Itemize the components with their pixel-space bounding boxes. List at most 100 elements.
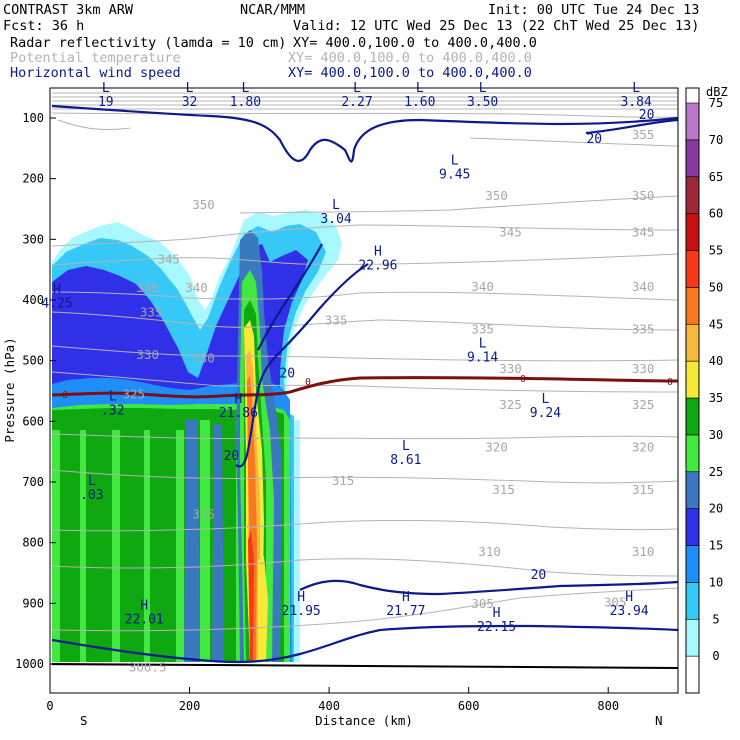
wind-extremum-value: 22.96	[358, 259, 397, 274]
colorbar-frame	[685, 87, 700, 694]
direction-south: S	[80, 713, 88, 728]
x-axis: 0 200 400 600 800	[46, 687, 619, 713]
zero-degree-label-end: 0	[667, 377, 673, 388]
wind-extremum-mark: H	[625, 590, 633, 605]
theta-label: 325	[499, 397, 522, 412]
wind-extremum-mark: H	[374, 245, 382, 260]
theta-label: 345	[157, 252, 180, 267]
colorbar-level-label: 15	[709, 539, 723, 553]
colorbar-level-label: 40	[709, 354, 723, 368]
x-tick-label: 200	[179, 699, 201, 713]
theta-label: 325	[632, 397, 655, 412]
wind-extremum-mark: H	[53, 282, 61, 297]
theta-label: 325	[122, 386, 145, 401]
wind-contour-upper-right	[585, 118, 679, 135]
wind-extremum-mark: L	[88, 474, 96, 489]
refl-25dbz-gaps	[184, 420, 224, 662]
theta-label: 315	[492, 482, 515, 497]
colorbar-level-label: 75	[709, 96, 723, 110]
theta-label: 335	[471, 321, 494, 336]
init-time: Init: 00 UTC Tue 24 Dec 13	[488, 2, 699, 18]
theta-label: 340	[632, 279, 655, 294]
colorbar-swatch	[685, 360, 700, 399]
y-tick-label: 300	[22, 232, 44, 246]
wind-extremum-value: 9.14	[467, 350, 498, 365]
colorbar-swatch	[685, 397, 700, 436]
wind-extremum-value: 3.04	[320, 212, 351, 227]
theta-contour	[51, 519, 679, 532]
theta-label: 315	[192, 506, 215, 521]
wind-contour-label: 20	[639, 108, 655, 123]
wind-extremum-value: 21.95	[282, 604, 321, 619]
colorbar-swatch	[685, 287, 700, 325]
wind-extremum-mark: H	[297, 590, 305, 605]
wind-contour-label: 20	[586, 132, 602, 147]
refl-core-55	[248, 530, 254, 662]
colorbar-swatch	[685, 213, 700, 251]
colorbar-level-label: 65	[709, 170, 723, 184]
colorbar-level-label: 5	[712, 612, 719, 626]
y-tick-label: 400	[22, 293, 44, 307]
y-tick-label: 200	[22, 172, 44, 186]
y-axis: 100 200 300 400 500 600 700 800 900 1000	[15, 111, 56, 671]
theta-label: 350	[632, 188, 655, 203]
surface-line	[51, 663, 679, 669]
refl-cell-right	[258, 556, 268, 662]
theta-contour	[51, 587, 679, 632]
theta-label: 335	[632, 321, 655, 336]
theta-label: 330	[192, 350, 215, 365]
field1-name: Radar reflectivity (lamda = 10 cm)	[10, 35, 286, 51]
theta-label: 330	[632, 361, 655, 376]
theta-label: 305	[471, 596, 494, 611]
theta-contour	[51, 345, 679, 362]
wind-extremum-value: 3.84	[620, 95, 651, 110]
colorbar-swatch	[685, 582, 700, 620]
colorbar-swatch	[685, 139, 700, 178]
colorbar-level-label: 50	[709, 280, 723, 294]
x-tick-label: 400	[318, 699, 340, 713]
wind-extremum-mark: L	[332, 198, 340, 213]
wind-extremum-value: 21.77	[386, 604, 425, 619]
colorbar-swatch	[685, 618, 700, 657]
wind-contour-label: 20	[531, 568, 547, 583]
colorbar-swatch	[685, 102, 700, 141]
colorbar-level-label: 30	[709, 428, 723, 442]
colorbar-swatch	[685, 323, 700, 362]
colorbar-swatch	[685, 508, 700, 546]
theta-label: 320	[485, 440, 508, 455]
wind-extremum-value: .03	[80, 488, 103, 503]
colorbar-swatch	[685, 545, 700, 583]
wind-contour-jet	[235, 263, 369, 468]
theta-label: 350	[192, 197, 215, 212]
wind-extremum-value: 22.01	[125, 612, 164, 627]
theta-contour	[51, 469, 679, 484]
theta-label: 345	[499, 224, 522, 239]
theta-label: 315	[332, 473, 355, 488]
forecast-hour: Fcst: 36 h	[3, 18, 84, 34]
theta-contour	[51, 253, 679, 266]
colorbar-level-label: 35	[709, 391, 723, 405]
theta-contour	[51, 224, 679, 247]
wind-extremum-mark: H	[140, 598, 148, 613]
refl-35dbz-stripes	[52, 408, 284, 662]
y-tick-label: 700	[22, 475, 44, 489]
theta-label: 340	[185, 280, 208, 295]
plot-frame	[49, 87, 679, 694]
field3-xy: XY= 400.0,100.0 to 400.0,400.0	[288, 65, 532, 81]
direction-north: N	[655, 713, 663, 728]
wind-extremum-value: 1.80	[230, 95, 261, 110]
colorbar-swatch	[685, 250, 700, 288]
colorbar-swatch	[685, 176, 700, 214]
x-tick-label: 0	[46, 699, 53, 713]
theta-label: 305	[604, 594, 627, 609]
zero-degree-label-mid: 0	[305, 377, 311, 388]
wind-extremum-value: 4.25	[41, 296, 72, 311]
theta-label: 345	[632, 224, 655, 239]
wind-extremum-value: 32	[182, 95, 198, 110]
wind-extremum-mark: H	[402, 590, 410, 605]
theta-label: 320	[632, 440, 655, 455]
wind-extremum-value: 9.45	[439, 168, 470, 183]
theta-label: 335	[140, 304, 163, 319]
theta-contour	[51, 291, 679, 301]
theta-label: 315	[632, 482, 655, 497]
